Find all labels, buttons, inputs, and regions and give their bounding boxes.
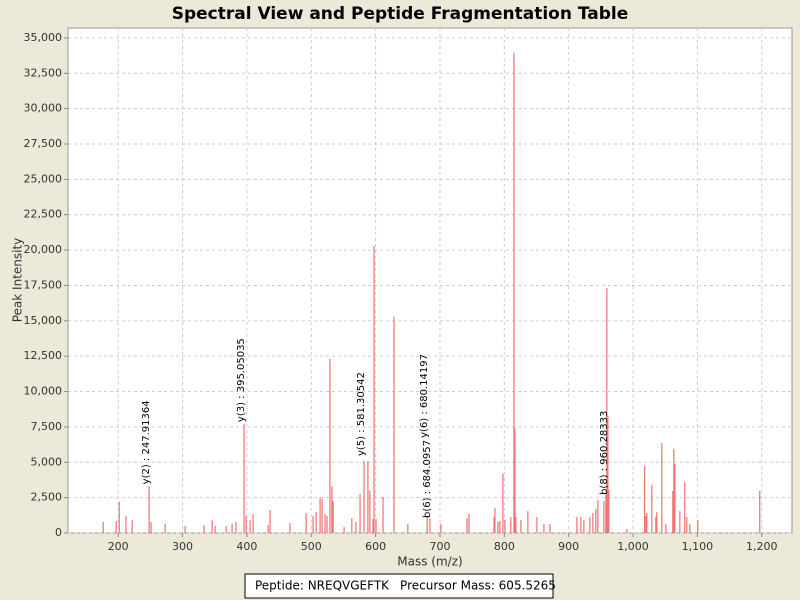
peak-annotation: y(3) : 395.05035	[236, 338, 247, 422]
x-tick-label: 700	[429, 540, 450, 553]
y-tick-label: 30,000	[24, 102, 63, 115]
x-tick-label: 900	[558, 540, 579, 553]
x-tick-label: 800	[494, 540, 515, 553]
info-peptide: Peptide: NREQVGEFTK	[255, 579, 390, 593]
y-tick-label: 5,000	[31, 455, 63, 468]
x-tick-label: 200	[108, 540, 129, 553]
x-tick-label: 1,200	[746, 540, 778, 553]
x-tick-label: 500	[301, 540, 322, 553]
y-tick-label: 0	[55, 526, 62, 539]
peak-annotation: y(2) : 247.91364	[141, 400, 152, 484]
x-tick-label: 300	[172, 540, 193, 553]
y-tick-label: 2,500	[31, 491, 63, 504]
x-tick-label: 1,000	[617, 540, 649, 553]
x-axis-label: Mass (m/z)	[397, 555, 462, 569]
chart-title: Spectral View and Peptide Fragmentation …	[172, 4, 629, 24]
y-tick-label: 35,000	[24, 31, 63, 44]
peak-annotation: y(6) : 680.14197	[419, 354, 430, 438]
peak-annotation: y(5) : 581.30542	[356, 372, 367, 456]
y-tick-label: 20,000	[24, 243, 63, 256]
y-axis-label: Peak Intensity	[11, 238, 25, 323]
y-tick-label: 27,500	[24, 137, 63, 150]
peak-annotation: b(6) : 684.0957	[422, 440, 433, 518]
x-tick-label: 1,100	[682, 540, 714, 553]
y-tick-label: 10,000	[24, 385, 63, 398]
y-tick-label: 7,500	[31, 420, 63, 433]
info-precursor: Precursor Mass: 605.5265	[400, 579, 556, 593]
y-tick-label: 17,500	[24, 278, 63, 291]
peak-annotation: b(8) : 960.28333	[599, 411, 610, 495]
x-tick-label: 600	[365, 540, 386, 553]
y-tick-label: 25,000	[24, 172, 63, 185]
y-tick-label: 22,500	[24, 208, 63, 221]
y-tick-label: 15,000	[24, 314, 63, 327]
info-box	[244, 573, 554, 599]
plot-area	[67, 27, 793, 534]
x-tick-label: 400	[236, 540, 257, 553]
y-tick-label: 32,500	[24, 66, 63, 79]
y-tick-label: 12,500	[24, 349, 63, 362]
